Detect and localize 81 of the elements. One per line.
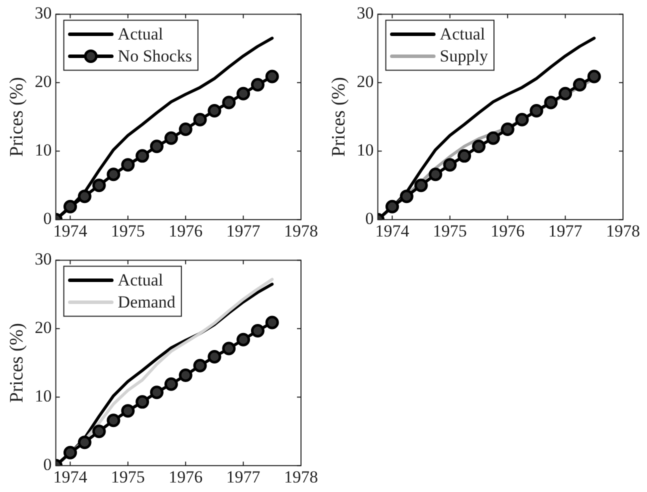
point bbox=[414, 178, 428, 192]
legend-label: Demand bbox=[118, 292, 176, 312]
legend-label: Actual bbox=[118, 270, 164, 290]
legend-label: Actual bbox=[440, 24, 486, 44]
point bbox=[236, 332, 250, 346]
x-tick-label: 1977 bbox=[226, 467, 261, 486]
point bbox=[121, 158, 135, 172]
point bbox=[178, 122, 192, 136]
point bbox=[178, 368, 192, 382]
y-tick-label: 20 bbox=[34, 318, 52, 338]
x-tick-label: 1976 bbox=[168, 467, 203, 486]
point bbox=[193, 358, 207, 372]
x-tick-label: 1975 bbox=[110, 221, 145, 240]
y-axis-title: Prices (%) bbox=[6, 77, 28, 157]
x-tick-label: 1975 bbox=[110, 467, 145, 486]
legend-label: Supply bbox=[440, 46, 488, 66]
point bbox=[136, 149, 150, 163]
x-tick-label: 1978 bbox=[606, 221, 640, 240]
point bbox=[193, 112, 207, 126]
point bbox=[500, 122, 514, 136]
point bbox=[385, 200, 399, 214]
point bbox=[530, 104, 544, 118]
y-tick-label: 0 bbox=[43, 455, 52, 474]
x-tick-label: 1976 bbox=[168, 221, 203, 240]
point bbox=[250, 78, 264, 92]
point bbox=[443, 158, 457, 172]
point bbox=[222, 96, 236, 110]
point bbox=[572, 78, 586, 92]
x-tick-label: 1978 bbox=[284, 467, 318, 486]
point bbox=[63, 446, 77, 460]
point bbox=[208, 350, 222, 364]
point bbox=[250, 324, 264, 338]
x-tick-label: 1974 bbox=[375, 221, 410, 240]
legend-label: No Shocks bbox=[118, 46, 192, 66]
point bbox=[558, 86, 572, 100]
point bbox=[458, 149, 472, 163]
point bbox=[222, 342, 236, 356]
x-tick-label: 1975 bbox=[432, 221, 467, 240]
y-tick-label: 20 bbox=[356, 72, 374, 92]
point bbox=[106, 168, 120, 182]
point bbox=[472, 140, 486, 154]
point bbox=[106, 414, 120, 428]
point bbox=[208, 104, 222, 118]
point bbox=[400, 190, 414, 204]
y-axis-title: Prices (%) bbox=[328, 77, 350, 157]
point bbox=[164, 131, 178, 145]
y-tick-label: 30 bbox=[34, 250, 52, 269]
y-tick-label: 30 bbox=[34, 4, 52, 23]
x-tick-label: 1977 bbox=[548, 221, 583, 240]
point bbox=[164, 377, 178, 391]
point bbox=[136, 395, 150, 409]
y-axis-title: Prices (%) bbox=[6, 323, 28, 403]
point bbox=[587, 70, 601, 84]
y-tick-label: 0 bbox=[365, 209, 374, 228]
y-tick-label: 30 bbox=[356, 4, 374, 23]
point bbox=[78, 190, 92, 204]
point bbox=[92, 178, 106, 192]
x-tick-label: 1974 bbox=[53, 467, 88, 486]
y-tick-label: 10 bbox=[356, 140, 374, 160]
y-tick-label: 10 bbox=[34, 140, 52, 160]
point bbox=[265, 70, 279, 84]
point bbox=[544, 96, 558, 110]
y-tick-label: 20 bbox=[34, 72, 52, 92]
point bbox=[486, 131, 500, 145]
y-tick-label: 0 bbox=[43, 209, 52, 228]
x-tick-label: 1977 bbox=[226, 221, 261, 240]
point bbox=[236, 86, 250, 100]
legend-label: Actual bbox=[118, 24, 164, 44]
y-tick-label: 10 bbox=[34, 386, 52, 406]
point bbox=[63, 200, 77, 214]
point bbox=[150, 386, 164, 400]
x-tick-label: 1976 bbox=[490, 221, 525, 240]
point bbox=[428, 168, 442, 182]
point bbox=[515, 112, 529, 126]
point bbox=[121, 404, 135, 418]
point bbox=[92, 424, 106, 438]
x-tick-label: 1978 bbox=[284, 221, 318, 240]
point bbox=[78, 436, 92, 450]
x-tick-label: 1974 bbox=[53, 221, 88, 240]
point bbox=[265, 316, 279, 330]
point bbox=[150, 140, 164, 154]
